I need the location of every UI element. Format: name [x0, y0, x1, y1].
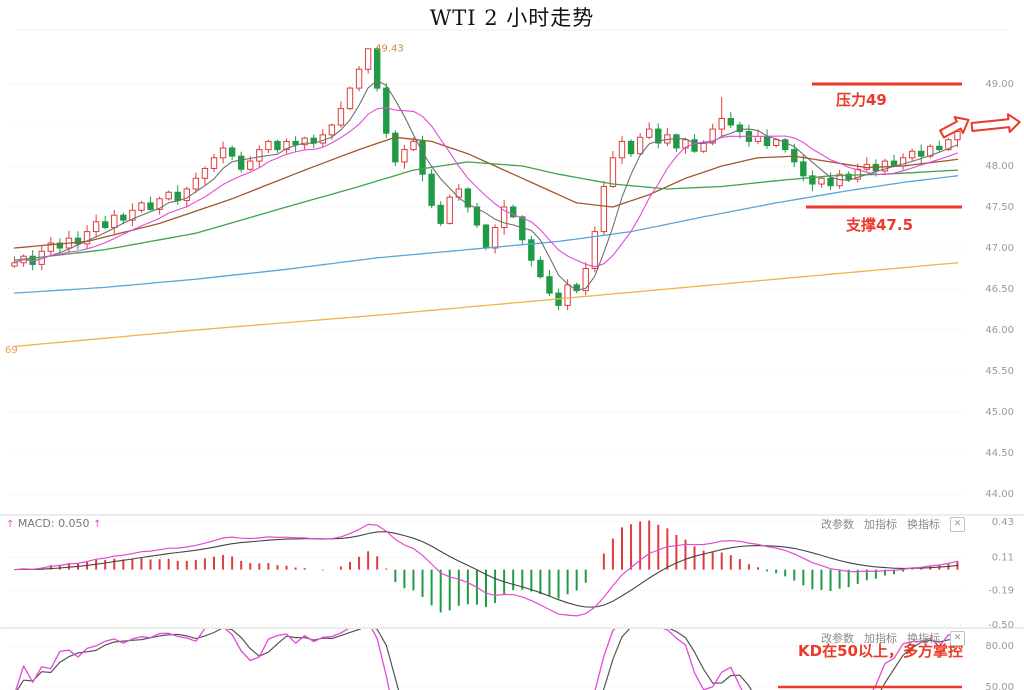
- macd-value-text: MACD: 0.050: [17, 517, 90, 530]
- svg-text:44.50: 44.50: [985, 448, 1014, 459]
- annotations-layer: 49.43: [375, 44, 1021, 689]
- svg-text:80.00: 80.00: [985, 641, 1014, 652]
- svg-text:45.50: 45.50: [985, 366, 1014, 377]
- kd-close-button[interactable]: ✕: [950, 630, 965, 646]
- peak-price-label: 49.43: [375, 44, 404, 55]
- kd-add-indicator-link[interactable]: 加指标: [864, 632, 897, 645]
- svg-text:-0.50: -0.50: [988, 620, 1014, 631]
- kd-panel-toolbar: 改参数 加指标 换指标 ✕: [821, 630, 965, 646]
- svg-text:0.43: 0.43: [992, 517, 1014, 528]
- support-annotation: 支撑47.5: [846, 216, 914, 234]
- resistance-annotation: 压力49: [836, 91, 887, 109]
- grid-layer: [0, 29, 1024, 688]
- kd-layer: [15, 629, 959, 690]
- left-edge-label: 69: [5, 345, 18, 356]
- svg-text:45.00: 45.00: [985, 407, 1014, 418]
- macd-close-button[interactable]: ✕: [950, 516, 965, 532]
- axis-layer: 49.0048.5048.0047.5047.0046.5046.0045.50…: [985, 79, 1014, 690]
- svg-text:49.00: 49.00: [985, 79, 1014, 90]
- svg-text:50.00: 50.00: [985, 682, 1014, 690]
- svg-text:44.00: 44.00: [985, 489, 1014, 500]
- macd-switch-indicator-link[interactable]: 换指标: [907, 518, 940, 531]
- macd-change-params-link[interactable]: 改参数: [821, 518, 854, 531]
- svg-text:47.00: 47.00: [985, 243, 1014, 254]
- page-title: WTI 2 小时走势: [429, 6, 595, 30]
- svg-text:-0.19: -0.19: [988, 586, 1014, 597]
- svg-text:47.50: 47.50: [985, 202, 1014, 213]
- kd-change-params-link[interactable]: 改参数: [821, 632, 854, 645]
- macd-layer: [13, 520, 959, 617]
- kd-switch-indicator-link[interactable]: 换指标: [907, 632, 940, 645]
- candles-layer: [11, 46, 961, 348]
- kd-annotation: KD在50以上，多方掌控: [798, 642, 963, 660]
- svg-text:0.11: 0.11: [992, 552, 1014, 563]
- svg-text:46.50: 46.50: [985, 284, 1014, 295]
- red-arrow-icon: [970, 113, 1021, 134]
- svg-text:48.00: 48.00: [985, 161, 1014, 172]
- macd-panel-toolbar: 改参数 加指标 换指标 ✕: [821, 516, 965, 532]
- up-arrow-icon: ↑: [6, 519, 15, 530]
- macd-value-label: ↑ MACD: 0.050 ↑: [6, 517, 101, 530]
- red-arrow-icon: [939, 116, 970, 139]
- macd-add-indicator-link[interactable]: 加指标: [864, 518, 897, 531]
- up-arrow-icon: ↑: [93, 519, 102, 530]
- svg-text:46.00: 46.00: [985, 325, 1014, 336]
